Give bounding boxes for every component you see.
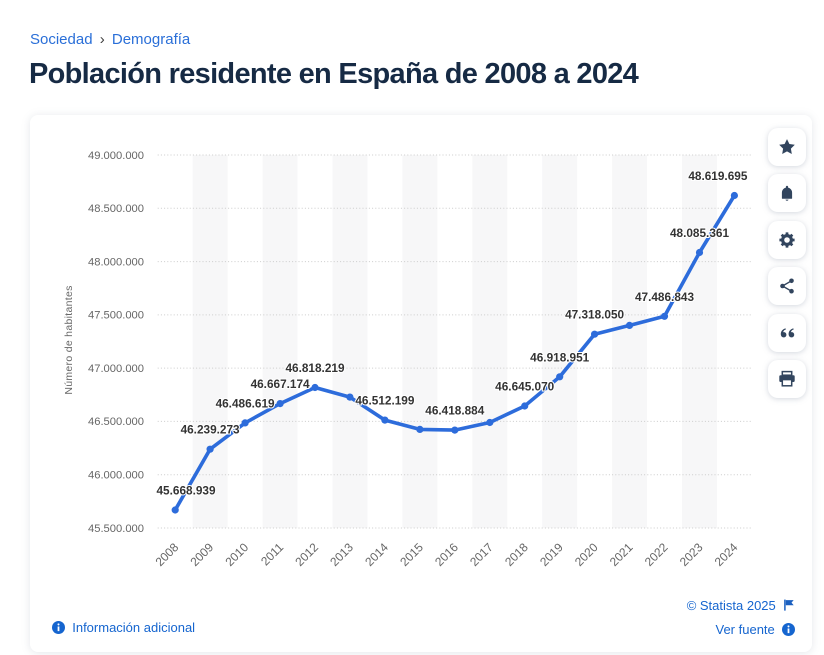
svg-text:46.418.884: 46.418.884 <box>425 404 484 418</box>
svg-text:45.500.000: 45.500.000 <box>88 523 144 535</box>
svg-text:2023: 2023 <box>677 540 706 569</box>
svg-text:46.645.070: 46.645.070 <box>495 380 554 394</box>
svg-text:2024: 2024 <box>712 540 741 569</box>
svg-text:2014: 2014 <box>362 540 391 569</box>
svg-text:46.000.000: 46.000.000 <box>88 470 144 482</box>
svg-text:47.318.050: 47.318.050 <box>565 308 624 322</box>
svg-text:46.239.273: 46.239.273 <box>181 423 240 437</box>
svg-text:48.085.361: 48.085.361 <box>670 226 729 240</box>
svg-text:46.512.199: 46.512.199 <box>355 394 414 408</box>
svg-text:2020: 2020 <box>572 540 601 569</box>
svg-text:45.668.939: 45.668.939 <box>157 484 216 498</box>
svg-text:2015: 2015 <box>397 540 426 569</box>
svg-text:2016: 2016 <box>432 540 461 569</box>
svg-text:47.500.000: 47.500.000 <box>88 310 144 322</box>
svg-text:2012: 2012 <box>292 540 321 569</box>
svg-text:2011: 2011 <box>258 540 286 568</box>
svg-text:46.918.951: 46.918.951 <box>530 350 589 364</box>
svg-text:2010: 2010 <box>222 540 251 569</box>
svg-text:48.000.000: 48.000.000 <box>88 256 144 268</box>
svg-text:2008: 2008 <box>153 540 182 569</box>
svg-text:48.500.000: 48.500.000 <box>88 203 144 215</box>
svg-text:48.619.695: 48.619.695 <box>688 169 747 183</box>
svg-text:2019: 2019 <box>537 540 566 569</box>
svg-text:Número de habitantes: Número de habitantes <box>63 285 75 394</box>
svg-text:2018: 2018 <box>502 540 531 569</box>
svg-text:2021: 2021 <box>607 540 636 569</box>
svg-text:2013: 2013 <box>327 540 356 569</box>
svg-text:46.500.000: 46.500.000 <box>88 416 144 428</box>
svg-text:2017: 2017 <box>467 540 496 569</box>
svg-text:46.486.619: 46.486.619 <box>216 396 275 410</box>
svg-text:46.667.174: 46.667.174 <box>251 377 310 391</box>
svg-text:49.000.000: 49.000.000 <box>88 150 144 162</box>
svg-text:47.000.000: 47.000.000 <box>88 363 144 375</box>
svg-text:46.818.219: 46.818.219 <box>285 361 344 375</box>
svg-text:2009: 2009 <box>187 540 216 569</box>
svg-text:47.486.843: 47.486.843 <box>635 290 694 304</box>
svg-text:2022: 2022 <box>642 540 671 569</box>
